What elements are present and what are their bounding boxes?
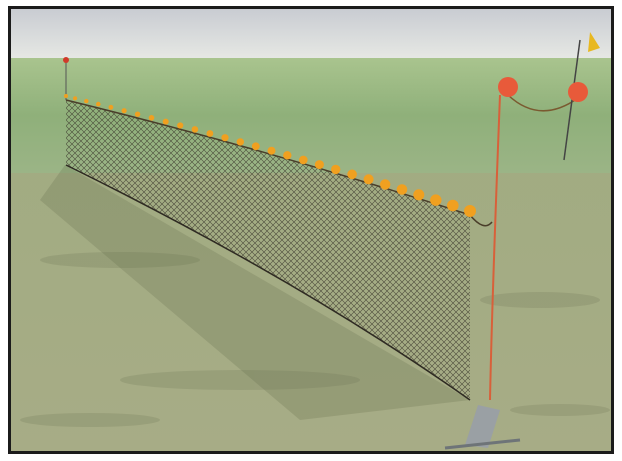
- float: [430, 194, 441, 205]
- float: [73, 96, 77, 100]
- float: [347, 170, 357, 180]
- buoy: [568, 82, 588, 102]
- float: [413, 189, 424, 200]
- gillnet-illustration: [0, 0, 622, 461]
- marker-buoy: [63, 57, 69, 63]
- float: [299, 156, 308, 165]
- float: [109, 105, 114, 110]
- float: [315, 160, 324, 169]
- float: [84, 99, 88, 103]
- float: [464, 205, 476, 217]
- float: [268, 147, 276, 155]
- float: [192, 126, 199, 133]
- float: [364, 174, 374, 184]
- float: [331, 165, 340, 174]
- page: (() => { const ns = 'http://www.w3.org/2…: [0, 0, 622, 461]
- float: [96, 102, 101, 107]
- float: [447, 200, 459, 212]
- patch: [20, 413, 160, 427]
- float: [283, 151, 291, 159]
- float: [237, 138, 244, 145]
- float: [207, 130, 214, 137]
- sky: [11, 9, 611, 59]
- float: [397, 184, 408, 195]
- buoy: [498, 77, 518, 97]
- float: [177, 122, 183, 128]
- patch: [510, 404, 610, 416]
- float: [252, 142, 260, 150]
- float: [149, 115, 155, 121]
- float: [135, 112, 140, 117]
- float: [163, 119, 169, 125]
- float: [221, 134, 228, 141]
- float: [122, 108, 127, 113]
- float: [64, 94, 68, 98]
- patch: [480, 292, 600, 308]
- float: [380, 179, 390, 189]
